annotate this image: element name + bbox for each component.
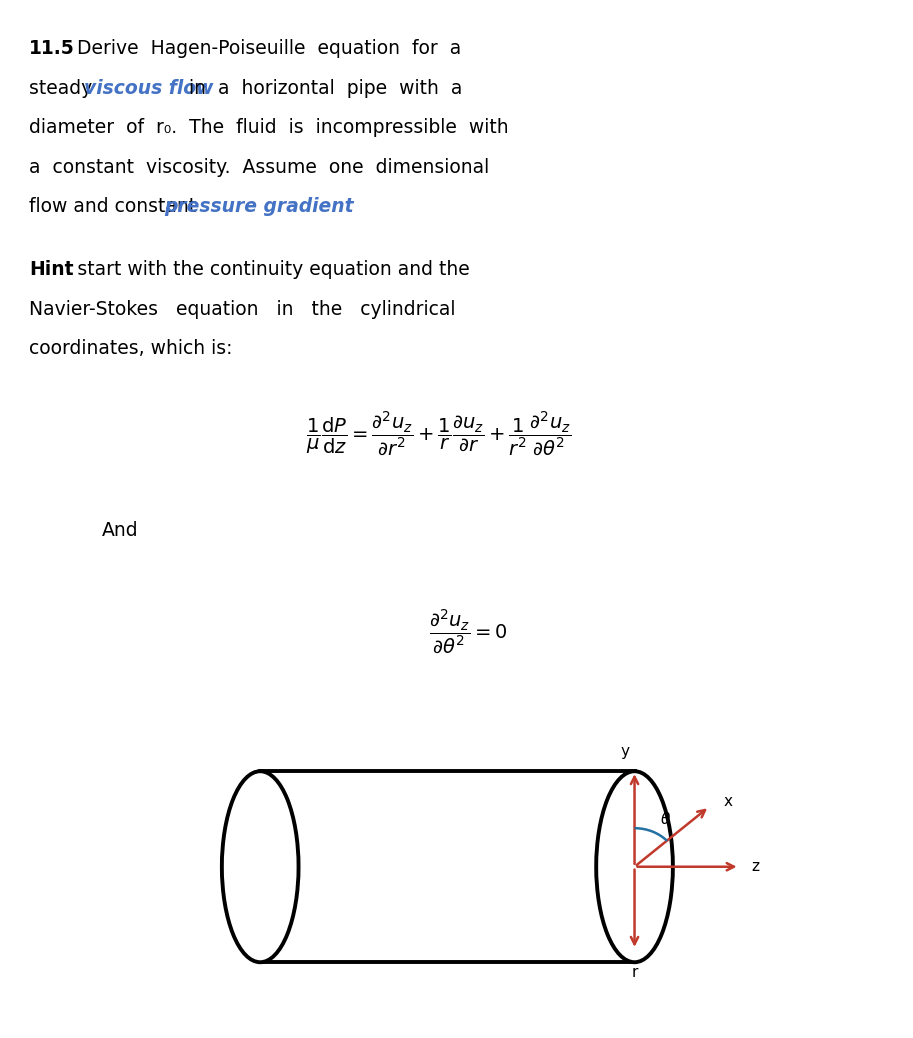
Text: Derive  Hagen-Poiseuille  equation  for  a: Derive Hagen-Poiseuille equation for a (77, 39, 461, 58)
Text: diameter  of  r₀.  The  fluid  is  incompressible  with: diameter of r₀. The fluid is incompressi… (29, 118, 509, 137)
Text: coordinates, which is:: coordinates, which is: (29, 339, 233, 358)
Text: pressure gradient: pressure gradient (164, 197, 354, 216)
Text: x: x (723, 794, 732, 809)
Text: : start with the continuity equation and the: : start with the continuity equation and… (65, 261, 469, 279)
Text: Navier-Stokes   equation   in   the   cylindrical: Navier-Stokes equation in the cylindrica… (29, 300, 456, 319)
Text: in  a  horizontal  pipe  with  a: in a horizontal pipe with a (183, 79, 462, 98)
Text: flow and constant: flow and constant (29, 197, 203, 216)
Ellipse shape (222, 771, 299, 962)
Text: $\dfrac{1}{\mu}\dfrac{\mathrm{d}P}{\mathrm{d}z} = \dfrac{\partial^2 u_z}{\partia: $\dfrac{1}{\mu}\dfrac{\mathrm{d}P}{\math… (306, 410, 571, 459)
Text: $\theta$: $\theta$ (660, 812, 671, 827)
Text: steady: steady (29, 79, 99, 98)
Text: r: r (632, 965, 637, 980)
Text: Hint: Hint (29, 261, 74, 279)
Bar (260, 771, 635, 962)
Text: y: y (621, 744, 630, 759)
Ellipse shape (596, 771, 673, 962)
Text: And: And (102, 521, 139, 540)
Text: viscous flow: viscous flow (84, 79, 214, 98)
Text: z: z (751, 859, 760, 874)
Text: 11.5: 11.5 (29, 39, 75, 58)
Text: a  constant  viscosity.  Assume  one  dimensional: a constant viscosity. Assume one dimensi… (29, 158, 489, 176)
Text: $\dfrac{\partial^2 u_z}{\partial \theta^2} = 0$: $\dfrac{\partial^2 u_z}{\partial \theta^… (429, 607, 508, 656)
